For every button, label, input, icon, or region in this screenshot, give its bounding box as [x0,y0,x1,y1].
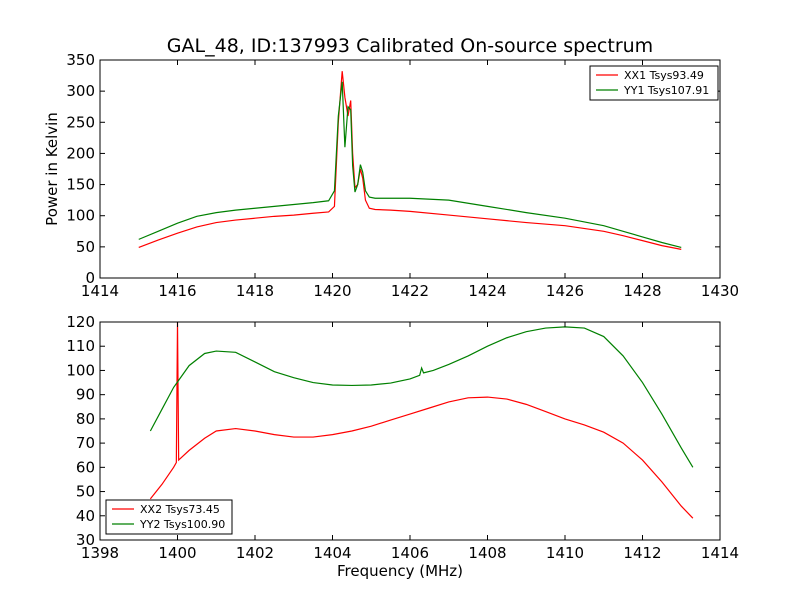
x-axis-label: Frequency (MHz) [337,562,463,580]
legend-box [589,65,719,101]
x-tick-label: 1406 [391,544,429,562]
y-tick-label: 200 [66,144,95,162]
y-tick-label: 100 [66,361,95,379]
y-tick-label: 40 [76,507,95,525]
x-tick-label: 1414 [81,282,119,300]
x-tick-label: 1414 [701,544,739,562]
chart-title: GAL_48, ID:137993 Calibrated On-source s… [167,35,653,57]
y-tick-label: 100 [66,207,95,225]
bottom-spectrum-plot: 1398 1400 1402 1404 1406 1408 1410 1412 1414 30 40… [66,313,739,580]
legend-box [105,499,233,535]
y-tick-label: 50 [76,483,95,501]
y-tick-label: 150 [66,176,95,194]
y-axis-label: Power in Kelvin [43,112,61,226]
series-line-2 [149,326,694,468]
y-tick-label: 70 [76,434,95,452]
legend-entry: XX1 Tsys93.49 [624,69,704,82]
x-tick-label: 1426 [546,282,584,300]
legend: XX1 Tsys93.49 YY1 Tsys107.91 [589,65,719,101]
x-tick-label: 1430 [701,282,739,300]
series-line-1 [138,71,682,250]
y-tick-label: 80 [76,410,95,428]
x-tick-label: 1424 [468,282,506,300]
legend-entry: YY1 Tsys107.91 [623,84,709,97]
y-tick-label: 50 [76,238,95,256]
x-tick-label: 1408 [468,544,506,562]
y-tick-label: 120 [66,313,95,331]
x-tick-label: 1410 [546,544,584,562]
x-tick-label: 1428 [623,282,661,300]
legend-entry: YY2 Tsys100.90 [139,518,225,531]
y-tick-label: 90 [76,386,95,404]
top-spectrum-plot: 1414 1416 1418 1420 1422 1424 1426 1428 1430 0 50 1… [43,51,739,300]
y-tick-label: 110 [66,337,95,355]
x-tick-label: 1420 [313,282,351,300]
x-tick-label: 1398 [81,544,119,562]
x-tick-label: 1418 [236,282,274,300]
x-tick-label: 1404 [313,544,351,562]
x-tick-label: 1416 [158,282,196,300]
y-tick-label: 250 [66,113,95,131]
series-line-2 [138,81,682,249]
y-tick-label: 300 [66,82,95,100]
x-tick-label: 1402 [236,544,274,562]
y-tick-label: 0 [85,269,95,287]
x-tick-label: 1412 [623,544,661,562]
x-tick-label: 1400 [158,544,196,562]
legend: XX2 Tsys73.45 YY2 Tsys100.90 [105,499,233,535]
y-tick-label: 350 [66,51,95,69]
x-tick-label: 1422 [391,282,429,300]
series-line-1 [149,322,694,519]
y-tick-label: 60 [76,458,95,476]
legend-entry: XX2 Tsys73.45 [140,503,220,516]
y-tick-label: 30 [76,531,95,549]
